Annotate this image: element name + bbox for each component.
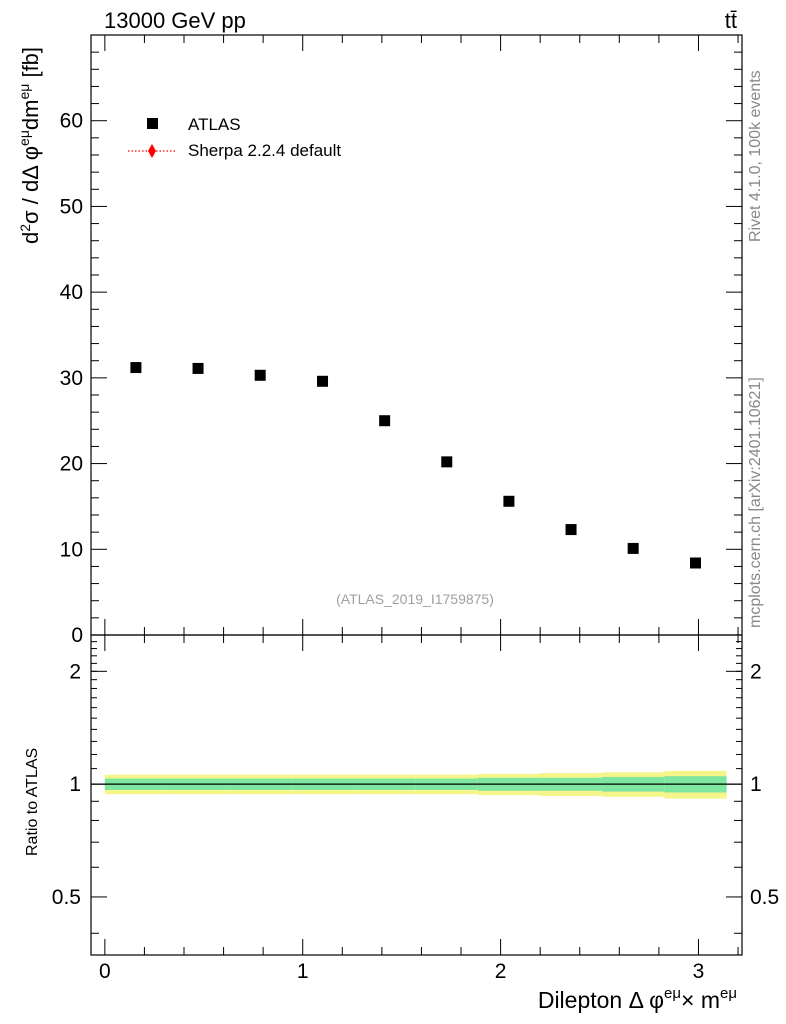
- x-axis-ticks: 0 1 2 3: [99, 35, 739, 983]
- rivet-info: Rivet 4.1.0, 100k events: [747, 70, 764, 242]
- y-tick-label: 20: [60, 453, 83, 476]
- ratio-frame: [90, 634, 743, 956]
- y-tick-label: 50: [60, 195, 83, 218]
- y-tick-label: 60: [60, 110, 83, 133]
- legend-sherpa-marker: [148, 144, 156, 158]
- legend-sherpa-label: Sherpa 2.2.4 default: [188, 141, 341, 160]
- ratio-y-tick-label: 2: [750, 660, 762, 683]
- legend-atlas-marker: [147, 118, 158, 129]
- legend-atlas-label: ATLAS: [188, 115, 241, 134]
- y-tick-label: 40: [60, 281, 83, 304]
- x-tick-label: 0: [99, 960, 111, 983]
- atlas-data-point: [441, 456, 453, 468]
- main-y-axis-label: d2σ / dΔ φeμdmeμ [fb]: [16, 47, 43, 244]
- y-tick-label: 0: [71, 624, 83, 647]
- atlas-data-points: [130, 362, 701, 569]
- ratio-y-tick-label: 1: [750, 773, 762, 796]
- ratio-y-tick-label: 0.5: [750, 886, 779, 909]
- ratio-panel: 0.5 0.5 1 1 2 2 Ratio to ATLAS: [24, 634, 779, 956]
- y-tick-label: 10: [60, 538, 83, 561]
- main-panel: (ATLAS_2019_I1759875) 0 10 20 30 40 50 60 ATLA…: [16, 34, 743, 647]
- x-axis-label: Dilepton Δ φeμ× meμ: [538, 985, 737, 1013]
- x-tick-label: 3: [693, 960, 705, 983]
- x-tick-label: 1: [297, 960, 309, 983]
- process-label: tt̄: [725, 8, 737, 33]
- atlas-data-point: [254, 369, 266, 381]
- ratio-axis-ticks: 0.5 0.5 1 1 2 2: [52, 641, 779, 934]
- atlas-data-point: [379, 415, 391, 427]
- watermark: (ATLAS_2019_I1759875): [336, 591, 494, 607]
- legend: ATLAS Sherpa 2.2.4 default: [128, 115, 341, 160]
- y-tick-label: 30: [60, 367, 83, 390]
- atlas-data-point: [130, 362, 142, 374]
- atlas-data-point: [503, 495, 515, 507]
- x-tick-label: 2: [495, 960, 507, 983]
- atlas-data-point: [317, 375, 329, 387]
- source-info: mcplots.cern.ch [arXiv:2401.10621]: [747, 377, 764, 628]
- atlas-data-point: [627, 542, 639, 554]
- atlas-data-point: [192, 362, 204, 374]
- ratio-y-tick-label: 1: [69, 773, 81, 796]
- atlas-data-point: [690, 557, 701, 569]
- ratio-y-tick-label: 0.5: [52, 886, 81, 909]
- main-axis-ticks: 0 10 20 30 40 50 60: [60, 34, 742, 647]
- ratio-y-axis-label: Ratio to ATLAS: [24, 748, 41, 856]
- energy-label: 13000 GeV pp: [104, 8, 246, 33]
- ratio-y-tick-label: 2: [69, 660, 81, 683]
- atlas-data-point: [565, 524, 577, 536]
